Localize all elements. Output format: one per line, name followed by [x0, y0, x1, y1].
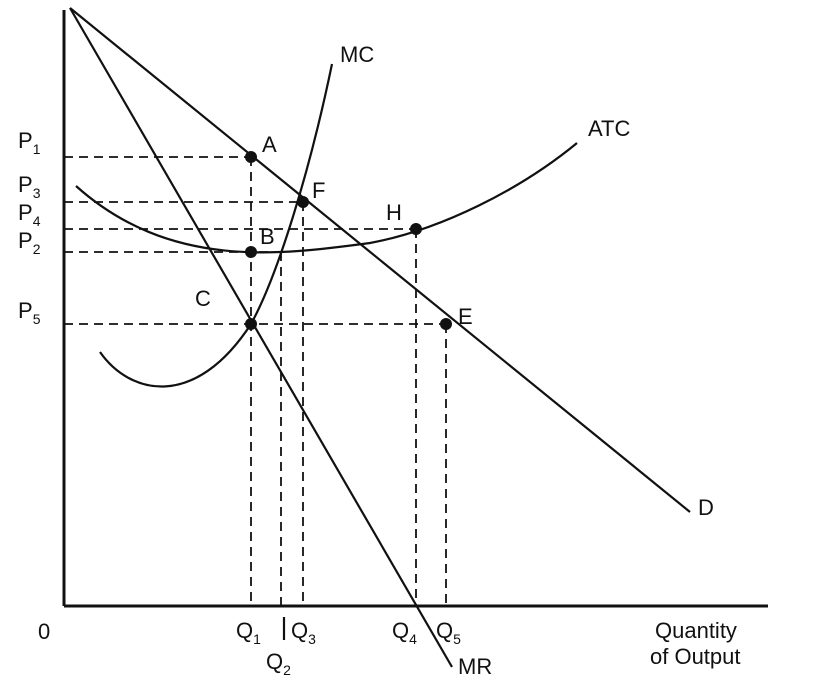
point-e: [440, 318, 452, 330]
atc-label: ATC: [588, 116, 630, 141]
quantity-label-q5: Q5: [436, 618, 461, 647]
price-label-p3: P3: [18, 172, 41, 201]
average-total-cost-curve: [75, 142, 578, 254]
point-b: [245, 246, 257, 258]
demand-label: D: [698, 495, 714, 520]
mr-label: MR: [458, 654, 492, 679]
mc-label: MC: [340, 42, 374, 67]
quantity-label-q4: Q4: [392, 618, 417, 647]
point-b-label: B: [260, 224, 275, 249]
point-a: [245, 151, 257, 163]
point-f: [297, 196, 309, 208]
price-label-p5: P5: [18, 298, 41, 327]
point-h: [410, 223, 422, 235]
origin-label: 0: [38, 619, 50, 644]
price-label-p1: P1: [18, 128, 41, 157]
price-label-p4: P4: [18, 200, 41, 229]
point-f-label: F: [312, 178, 325, 203]
point-e-label: E: [458, 304, 473, 329]
quantity-label-q1: Q1: [236, 618, 261, 647]
price-label-p2: P2: [18, 228, 41, 257]
x-axis-title-line1: Quantity: [655, 618, 737, 643]
marginal-revenue-curve: [69, 7, 453, 668]
point-h-label: H: [386, 200, 402, 225]
quantity-label-q2: Q2: [266, 649, 291, 678]
point-c: [245, 318, 257, 330]
demand-curve: [69, 7, 691, 513]
x-axis-title-line2: of Output: [650, 644, 741, 669]
point-a-label: A: [262, 132, 277, 157]
quantity-label-q3: Q3: [291, 618, 316, 647]
point-c-label: C: [195, 286, 211, 311]
